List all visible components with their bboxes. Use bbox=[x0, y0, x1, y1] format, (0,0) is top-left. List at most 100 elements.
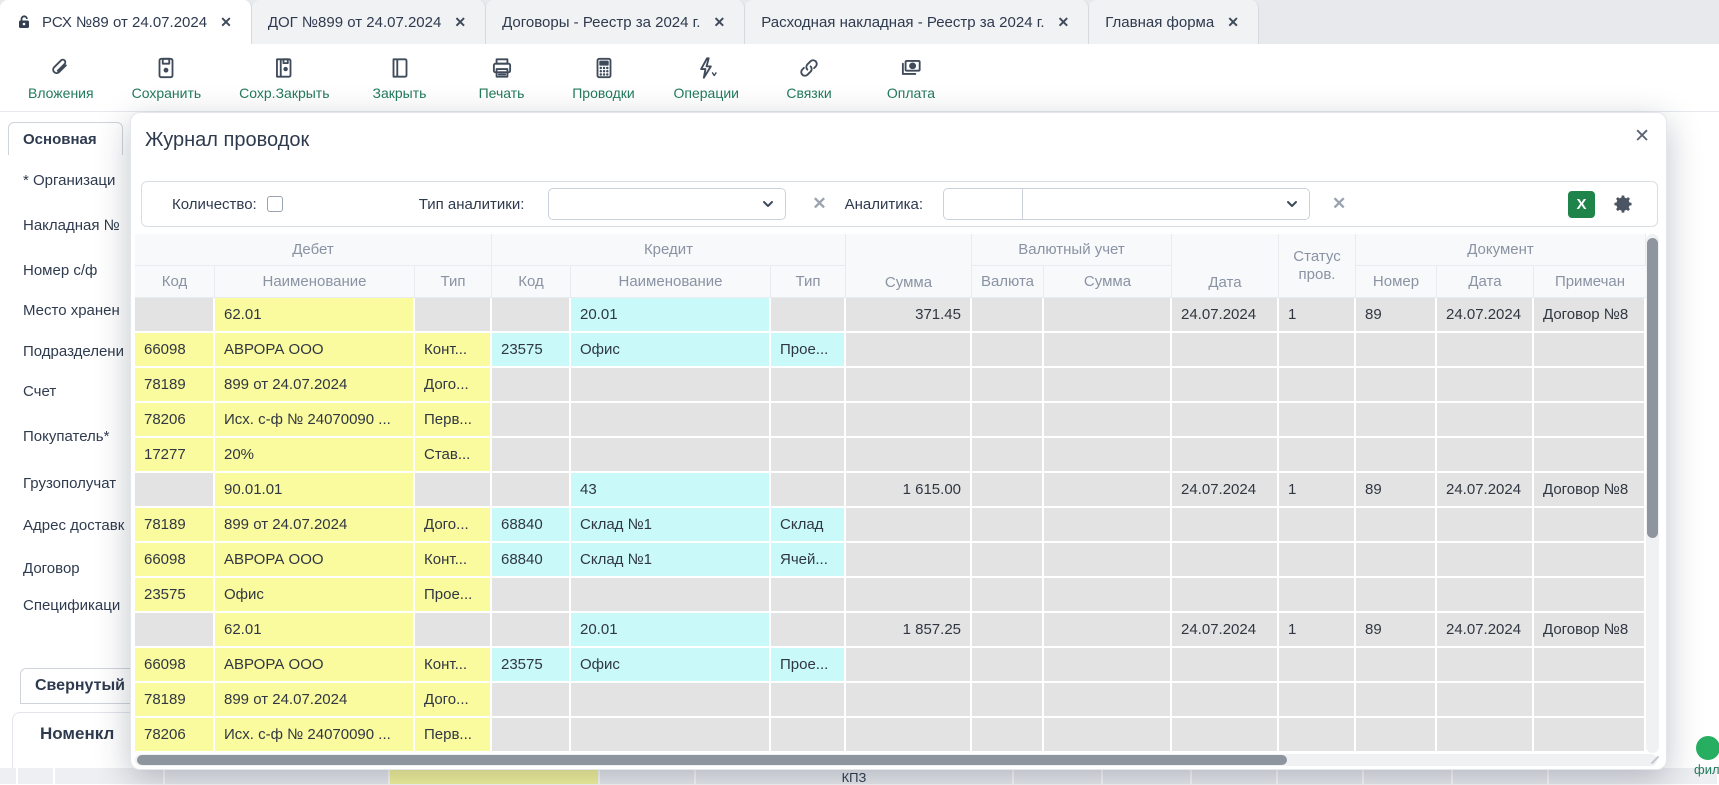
tab-rashodnaya-reestr[interactable]: Расходная накладная - Реестр за 2024 г. … bbox=[745, 0, 1089, 44]
header-debit-code[interactable]: Код bbox=[135, 266, 215, 298]
tab-osnovnaya[interactable]: Основная bbox=[8, 122, 123, 155]
cell-currency-sum[interactable] bbox=[1044, 578, 1172, 613]
print-button[interactable]: Печать bbox=[470, 55, 534, 101]
cell-debit-code[interactable]: 66098 bbox=[135, 648, 215, 683]
header-credit[interactable]: Кредит bbox=[492, 234, 846, 266]
cell-debit-code[interactable]: 78189 bbox=[135, 683, 215, 718]
cell-sum[interactable] bbox=[846, 578, 972, 613]
cell-currency[interactable] bbox=[972, 578, 1044, 613]
cell-doc-date[interactable] bbox=[1437, 368, 1534, 403]
cell-currency-sum[interactable] bbox=[1044, 298, 1172, 333]
cell-credit-type[interactable] bbox=[771, 718, 846, 753]
attachments-button[interactable]: Вложения bbox=[28, 55, 94, 101]
cell-debit-name[interactable]: 899 от 24.07.2024 bbox=[215, 683, 415, 718]
header-currency-sum[interactable]: Сумма bbox=[1044, 266, 1172, 298]
cell-debit-code[interactable]: 78189 bbox=[135, 508, 215, 543]
cell-note[interactable]: Договор №8 bbox=[1534, 298, 1646, 333]
cell-debit-type[interactable]: Перв... bbox=[415, 718, 492, 753]
cell-sum[interactable] bbox=[846, 333, 972, 368]
quantity-checkbox[interactable] bbox=[267, 196, 283, 212]
cell-status[interactable] bbox=[1279, 508, 1356, 543]
cell-note[interactable] bbox=[1534, 648, 1646, 683]
cell-debit-code[interactable] bbox=[135, 613, 215, 648]
cell-debit-code[interactable]: 78206 bbox=[135, 403, 215, 438]
cell-debit-name[interactable]: 62.01 bbox=[215, 613, 415, 648]
cell-credit-code[interactable] bbox=[492, 368, 571, 403]
cell-debit-type[interactable]: Прое... bbox=[415, 578, 492, 613]
cell-credit-name[interactable]: Офис bbox=[571, 648, 771, 683]
tab-dog-899[interactable]: ДОГ №899 от 24.07.2024 ✕ bbox=[252, 0, 486, 44]
analytics-code-input[interactable] bbox=[943, 188, 1023, 220]
cell-debit-name[interactable]: 90.01.01 bbox=[215, 473, 415, 508]
cell-debit-type[interactable]: Дого... bbox=[415, 683, 492, 718]
table-row[interactable]: 66098АВРОРА ОООКонт...23575ОфисПрое... bbox=[135, 333, 1659, 368]
cell-currency-sum[interactable] bbox=[1044, 543, 1172, 578]
cell-note[interactable] bbox=[1534, 368, 1646, 403]
modal-close-icon[interactable]: ✕ bbox=[1634, 125, 1650, 148]
cell-doc-date[interactable] bbox=[1437, 648, 1534, 683]
cell-sum[interactable]: 1 615.00 bbox=[846, 473, 972, 508]
cell-debit-name[interactable]: АВРОРА ООО bbox=[215, 333, 415, 368]
cell-doc-number[interactable] bbox=[1356, 368, 1437, 403]
cell-debit-type[interactable]: Конт... bbox=[415, 543, 492, 578]
tab-dogovory-reestr[interactable]: Договоры - Реестр за 2024 г. ✕ bbox=[486, 0, 745, 44]
cell-date[interactable] bbox=[1172, 718, 1279, 753]
cell-doc-date[interactable] bbox=[1437, 333, 1534, 368]
table-row[interactable]: 78206Исх. с-ф № 24070090 ...Перв... bbox=[135, 718, 1659, 753]
cell-debit-code[interactable]: 66098 bbox=[135, 333, 215, 368]
postings-button[interactable]: Проводки bbox=[572, 55, 636, 101]
close-button[interactable]: Закрыть bbox=[368, 55, 432, 101]
cell-doc-number[interactable] bbox=[1356, 403, 1437, 438]
cell-currency[interactable] bbox=[972, 473, 1044, 508]
table-row[interactable]: 66098АВРОРА ОООКонт...23575ОфисПрое... bbox=[135, 648, 1659, 683]
table-row[interactable]: 66098АВРОРА ОООКонт...68840Склад №1Ячей.… bbox=[135, 543, 1659, 578]
cell-credit-name[interactable] bbox=[571, 578, 771, 613]
cell-sum[interactable] bbox=[846, 438, 972, 473]
cell-credit-type[interactable]: Склад bbox=[771, 508, 846, 543]
cell-debit-type[interactable]: Дого... bbox=[415, 508, 492, 543]
header-currency[interactable]: Валюта bbox=[972, 266, 1044, 298]
cell-status[interactable]: 1 bbox=[1279, 473, 1356, 508]
cell-doc-date[interactable] bbox=[1437, 508, 1534, 543]
cell-currency-sum[interactable] bbox=[1044, 718, 1172, 753]
cell-date[interactable] bbox=[1172, 333, 1279, 368]
cell-credit-code[interactable] bbox=[492, 473, 571, 508]
horizontal-scrollbar[interactable] bbox=[135, 754, 1657, 766]
cell-status[interactable] bbox=[1279, 543, 1356, 578]
header-status[interactable]: Статус пров. bbox=[1279, 234, 1356, 298]
gear-icon[interactable] bbox=[1611, 192, 1635, 216]
cell-date[interactable] bbox=[1172, 508, 1279, 543]
cell-status[interactable] bbox=[1279, 333, 1356, 368]
cell-debit-type[interactable] bbox=[415, 473, 492, 508]
cell-doc-date[interactable] bbox=[1437, 718, 1534, 753]
header-debit-name[interactable]: Наименование bbox=[215, 266, 415, 298]
cell-credit-code[interactable] bbox=[492, 298, 571, 333]
cell-currency-sum[interactable] bbox=[1044, 368, 1172, 403]
header-sum[interactable]: Сумма bbox=[846, 234, 972, 298]
tab-close-icon[interactable]: ✕ bbox=[1224, 12, 1242, 33]
cell-date[interactable] bbox=[1172, 543, 1279, 578]
cell-debit-code[interactable] bbox=[135, 298, 215, 333]
cell-credit-type[interactable] bbox=[771, 438, 846, 473]
cell-note[interactable] bbox=[1534, 543, 1646, 578]
cell-currency[interactable] bbox=[972, 333, 1044, 368]
cell-credit-code[interactable]: 23575 bbox=[492, 648, 571, 683]
cell-debit-name[interactable]: Исх. с-ф № 24070090 ... bbox=[215, 403, 415, 438]
cell-doc-number[interactable] bbox=[1356, 508, 1437, 543]
cell-credit-code[interactable] bbox=[492, 613, 571, 648]
header-document[interactable]: Документ bbox=[1356, 234, 1646, 266]
cell-credit-type[interactable] bbox=[771, 403, 846, 438]
cell-doc-date[interactable]: 24.07.2024 bbox=[1437, 613, 1534, 648]
cell-credit-type[interactable]: Ячей... bbox=[771, 543, 846, 578]
tab-rsx-89[interactable]: РСХ №89 от 24.07.2024 ✕ bbox=[0, 0, 252, 44]
cell-date[interactable] bbox=[1172, 438, 1279, 473]
cell-doc-number[interactable] bbox=[1356, 648, 1437, 683]
cell-debit-code[interactable] bbox=[135, 473, 215, 508]
cell-note[interactable] bbox=[1534, 438, 1646, 473]
cell-note[interactable] bbox=[1534, 578, 1646, 613]
cell-credit-name[interactable]: Склад №1 bbox=[571, 508, 771, 543]
cell-currency-sum[interactable] bbox=[1044, 648, 1172, 683]
cell-debit-code[interactable]: 17277 bbox=[135, 438, 215, 473]
cell-status[interactable] bbox=[1279, 683, 1356, 718]
vertical-scrollbar[interactable] bbox=[1646, 234, 1659, 753]
